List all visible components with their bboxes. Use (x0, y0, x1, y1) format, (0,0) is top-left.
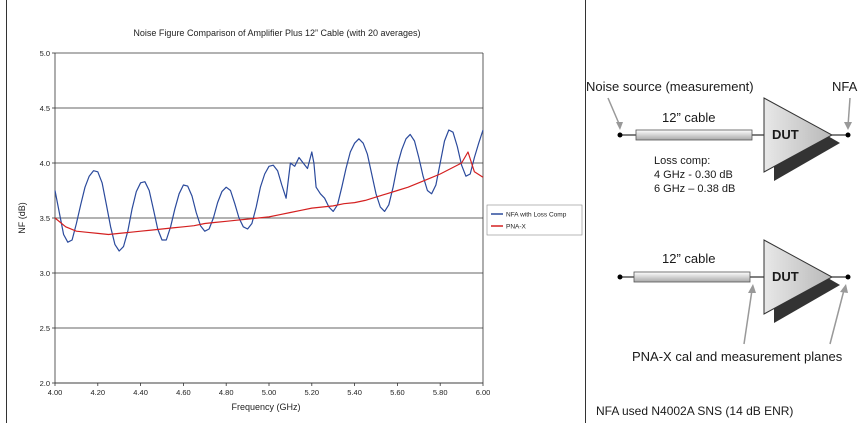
bottom-dut-label: DUT (772, 269, 799, 284)
loss-comp-title: Loss comp: (654, 155, 711, 167)
top-cable (635, 129, 753, 141)
plane-arrowhead-left (748, 284, 756, 293)
y-tick-label: 3.0 (40, 269, 50, 278)
top-dut-amplifier (763, 97, 834, 173)
x-tick-label: 4.80 (219, 388, 234, 397)
bottom-output-port (845, 274, 851, 280)
nfa-arrowhead (844, 122, 852, 130)
top-setup (607, 97, 852, 181)
plane-arrow-left (743, 289, 753, 345)
bottom-cable-label: 12” cable (662, 251, 716, 266)
top-input-port (617, 132, 623, 138)
nfa-arrow (847, 97, 851, 127)
legend: NFA with Loss Comp PNA-X (486, 204, 583, 236)
legend-label: NFA with Loss Comp (506, 212, 567, 219)
series-line-pna-x (54, 151, 484, 236)
chart-panel: Noise Figure Comparison of Amplifier Plu… (6, 0, 586, 423)
ticks-layer: 2.0 2.5 3.0 3.5 4.0 4.5 5.0 4.00 4.20 4.40 4.60 4.8… (40, 49, 491, 397)
y-tick-label: 3.5 (40, 214, 50, 223)
loss-comp-line-4ghz: 4 GHz - 0.30 dB (654, 169, 733, 181)
grid-layer (55, 52, 483, 384)
legend-box (486, 204, 583, 236)
x-tick-label: 4.40 (133, 388, 148, 397)
loss-comp-line-6ghz: 6 GHz – 0.38 dB (654, 183, 736, 195)
y-tick-label: 4.5 (40, 104, 50, 113)
y-tick-label: 2.0 (40, 379, 50, 388)
series-line-nfa (54, 129, 484, 252)
plane-arrowhead-right (840, 284, 848, 293)
y-tick-label: 5.0 (40, 49, 50, 58)
nfa-label: NFA (832, 79, 858, 94)
x-tick-label: 4.60 (176, 388, 191, 397)
footer-note: NFA used N4002A SNS (14 dB ENR) (596, 404, 794, 418)
cal-planes-label: PNA-X cal and measurement planes (632, 349, 843, 364)
diagram-graphics (607, 97, 852, 345)
x-tick-label: 5.40 (347, 388, 362, 397)
bottom-setup (617, 239, 851, 345)
noise-source-arrow (607, 97, 621, 127)
y-axis-label: NF (dB) (17, 202, 27, 234)
bottom-input-port (617, 274, 623, 280)
legend-label: PNA-X (506, 224, 527, 231)
top-dut-label: DUT (772, 127, 799, 142)
plane-arrow-right (829, 289, 845, 345)
noise-source-arrowhead (616, 122, 623, 130)
top-output-port (845, 132, 851, 138)
bottom-dut-amplifier (763, 239, 834, 315)
bottom-cable (633, 271, 751, 283)
y-tick-label: 4.0 (40, 159, 50, 168)
x-tick-label: 5.60 (390, 388, 405, 397)
series-layer (54, 129, 484, 252)
x-tick-label: 5.20 (304, 388, 319, 397)
chart-title: Noise Figure Comparison of Amplifier Plu… (133, 28, 420, 38)
x-tick-label: 6.00 (476, 388, 491, 397)
noise-source-label: Noise source (measurement) (586, 79, 754, 94)
x-axis-label: Frequency (GHz) (231, 402, 300, 412)
measurement-setup-diagram: Noise source (measurement) NFA 12” cable… (586, 0, 868, 423)
x-tick-label: 4.00 (48, 388, 63, 397)
top-cable-label: 12” cable (662, 110, 716, 125)
nf-comparison-chart: Noise Figure Comparison of Amplifier Plu… (17, 28, 583, 412)
x-tick-label: 5.00 (262, 388, 277, 397)
x-tick-label: 4.20 (90, 388, 105, 397)
y-tick-label: 2.5 (40, 324, 50, 333)
x-tick-label: 5.80 (433, 388, 448, 397)
